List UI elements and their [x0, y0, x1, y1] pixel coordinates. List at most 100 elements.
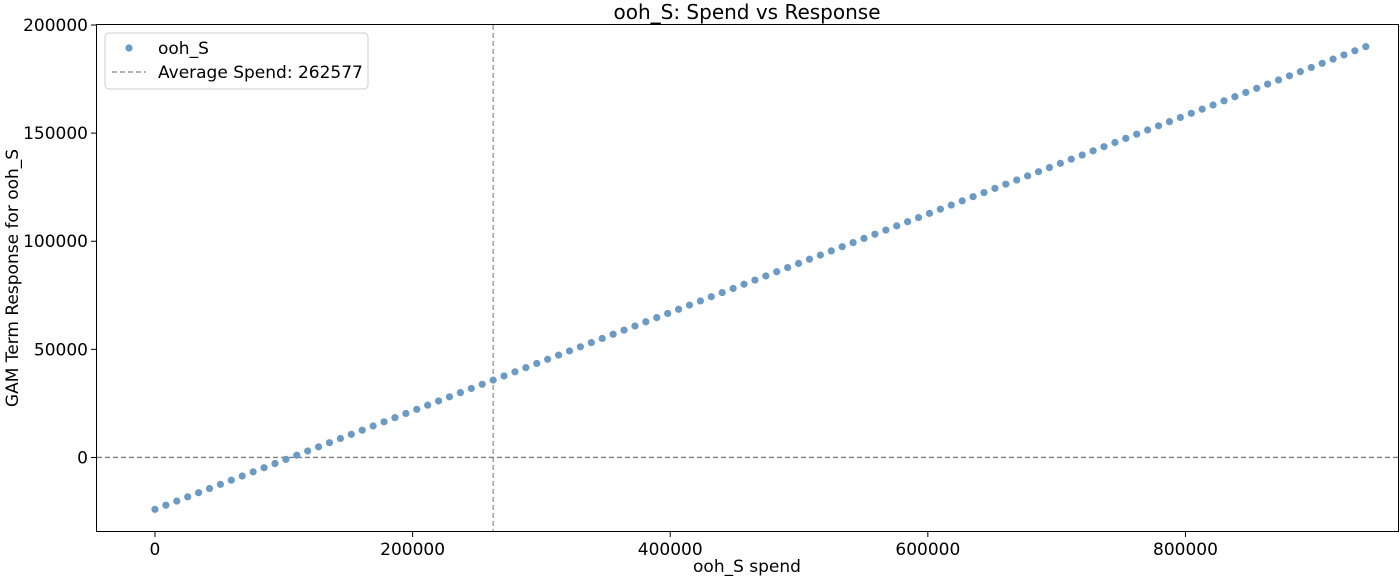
data-point: [478, 380, 486, 388]
data-point: [1329, 55, 1337, 63]
data-point: [598, 334, 606, 343]
data-point: [893, 222, 901, 230]
data-point: [238, 472, 246, 480]
data-point: [456, 389, 464, 397]
data-point: [1067, 155, 1075, 163]
data-point: [151, 505, 159, 513]
legend: ooh_S Average Spend: 262577: [104, 32, 369, 90]
data-point: [1013, 176, 1021, 184]
data-point: [1285, 72, 1294, 80]
x-tick-label: 0: [150, 540, 161, 560]
data-point: [1220, 97, 1228, 105]
chart-title: ooh_S: Spend vs Response: [613, 0, 880, 24]
data-point: [936, 205, 944, 213]
data-point: [173, 497, 181, 505]
y-axis-label: GAM Term Response for ooh_S: [3, 149, 23, 407]
data-point: [467, 384, 475, 393]
data-point: [740, 280, 748, 288]
data-point: [402, 409, 410, 418]
data-point: [685, 301, 694, 309]
data-point: [249, 468, 257, 476]
data-point: [369, 422, 377, 430]
data-point: [849, 238, 857, 247]
data-point: [816, 251, 824, 259]
data-point: [576, 343, 584, 351]
data-point: [718, 288, 726, 297]
data-point: [533, 359, 541, 368]
data-point: [216, 480, 225, 488]
data-point: [947, 201, 955, 209]
data-point: [980, 188, 988, 197]
data-point: [1307, 63, 1315, 72]
data-point: [1231, 93, 1239, 101]
x-tick-label: 800000: [1153, 540, 1218, 560]
x-tick-label: 400000: [638, 540, 703, 560]
data-point: [729, 284, 737, 293]
x-axis: 0 200000 400000 600000 800000: [150, 531, 1218, 560]
data-point: [413, 405, 421, 413]
data-point: [1176, 113, 1184, 122]
data-point: [391, 414, 399, 422]
data-point: [991, 184, 999, 192]
data-point: [1340, 51, 1348, 59]
data-point: [511, 368, 519, 376]
data-point: [914, 213, 923, 222]
x-tick-label: 200000: [380, 540, 445, 560]
y-axis: 0 50000 100000 150000 200000: [23, 16, 97, 468]
y-tick-label: 50000: [34, 340, 88, 360]
data-point: [1133, 130, 1141, 138]
data-point: [1253, 84, 1261, 92]
x-axis-label: ooh_S spend: [693, 557, 801, 577]
data-point: [784, 263, 792, 272]
data-point: [445, 393, 454, 401]
plot-frame: [96, 24, 1399, 532]
scatter-points: [151, 43, 1370, 513]
data-point: [1144, 126, 1152, 134]
data-point: [304, 447, 312, 455]
data-point: [969, 193, 977, 201]
data-point: [489, 376, 497, 384]
data-point: [184, 493, 192, 501]
data-point: [434, 397, 443, 405]
y-tick-label: 200000: [23, 16, 88, 36]
data-point: [1078, 151, 1086, 159]
legend-marker-ooh-s: [125, 44, 133, 52]
data-point: [1045, 163, 1054, 172]
data-point: [565, 347, 574, 355]
data-point: [664, 309, 672, 318]
data-point: [522, 364, 530, 372]
data-point: [958, 197, 966, 205]
data-point: [162, 501, 170, 509]
data-point: [871, 230, 879, 238]
data-point: [1264, 80, 1272, 88]
data-point: [1165, 118, 1174, 126]
data-point: [1034, 168, 1043, 176]
data-point: [794, 259, 803, 268]
data-point: [1100, 143, 1108, 151]
data-point: [282, 455, 290, 463]
data-point: [1318, 59, 1326, 67]
y-tick-label: 150000: [23, 124, 88, 144]
data-point: [925, 209, 934, 217]
data-point: [1187, 109, 1195, 117]
data-point: [631, 322, 639, 330]
legend-box: [104, 32, 369, 90]
data-point: [500, 372, 508, 380]
data-point: [827, 247, 835, 255]
data-point: [424, 401, 432, 409]
data-point: [1296, 68, 1304, 76]
data-point: [696, 297, 704, 305]
data-point: [1089, 147, 1097, 155]
data-point: [751, 276, 759, 284]
data-point: [380, 418, 388, 426]
data-point: [325, 439, 334, 447]
data-point: [1154, 122, 1163, 130]
data-point: [653, 314, 661, 322]
data-point: [762, 272, 770, 280]
x-tick-label: 600000: [895, 540, 960, 560]
data-point: [205, 484, 214, 493]
data-point: [1056, 159, 1064, 167]
data-point: [293, 451, 301, 459]
